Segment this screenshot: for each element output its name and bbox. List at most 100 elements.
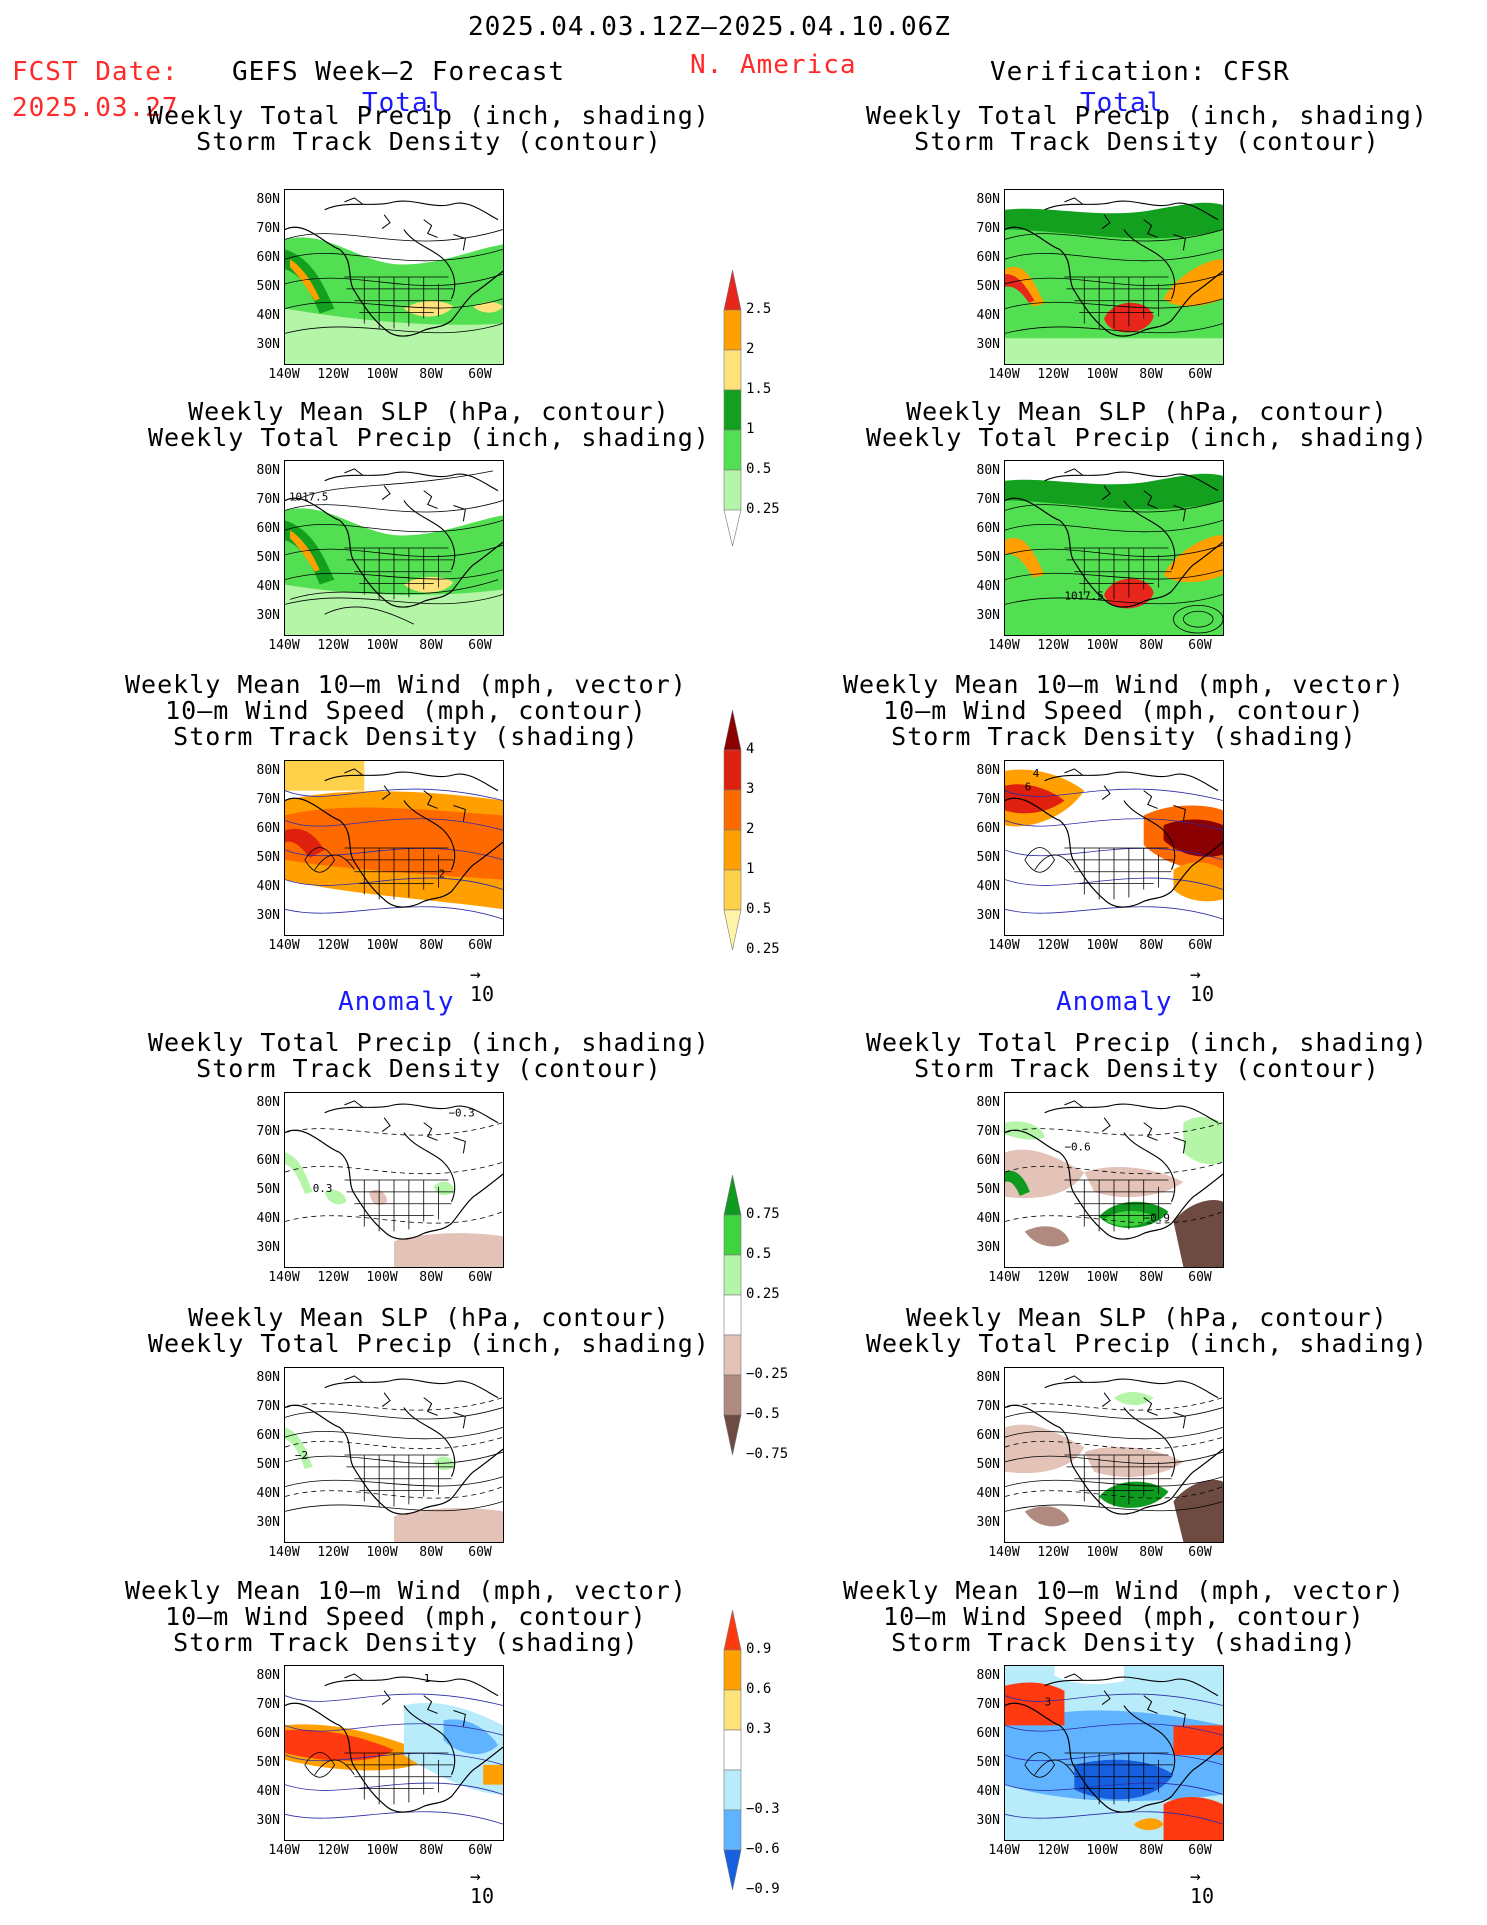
colorbar-swatch	[723, 909, 742, 951]
lat-tick-label: 40N	[256, 308, 280, 323]
vector-ref-label: 10	[470, 982, 495, 1006]
lat-tick-label: 40N	[976, 879, 1000, 894]
anom-precip-label-right-a: −0.6	[1064, 1140, 1090, 1153]
lon-tick-label: 80W	[1139, 1843, 1163, 1858]
lat-tick-label: 40N	[976, 1211, 1000, 1226]
vector-ref-label: 10	[470, 1884, 495, 1908]
lon-tick-label: 80W	[1139, 1545, 1163, 1560]
map-total-precip-storm-right	[1004, 189, 1224, 365]
lon-tick-label: 60W	[468, 1270, 492, 1285]
lon-tick-label: 80W	[419, 1843, 443, 1858]
lat-tick-label: 50N	[976, 850, 1000, 865]
colorbar-swatch	[723, 1649, 742, 1691]
lat-tick-label: 70N	[976, 221, 1000, 236]
lon-tick-label: 140W	[268, 367, 300, 382]
title-line: Storm Track Density (shading)	[891, 722, 1357, 751]
lon-tick-label: 80W	[1139, 638, 1163, 653]
colorbar-label: 1	[746, 421, 755, 437]
lon-tick-label: 120W	[317, 1545, 349, 1560]
title-slp-precip-total-left: Weekly Mean SLP (hPa, contour) Weekly To…	[148, 399, 710, 451]
title-line: Weekly Mean SLP (hPa, contour)	[188, 397, 670, 426]
map-anom-precip-storm-right: −0.6 −0.9	[1004, 1092, 1224, 1268]
lat-tick-label: 50N	[256, 1457, 280, 1472]
map-total-wind-storm-right: 4 6	[1004, 760, 1224, 936]
slp-label-right: 1017.5	[1064, 589, 1103, 602]
lat-tick-label: 80N	[256, 763, 280, 778]
title-line: Weekly Mean 10–m Wind (mph, vector)	[843, 670, 1405, 699]
lon-tick-label: 60W	[468, 638, 492, 653]
lat-tick-label: 60N	[976, 821, 1000, 836]
anom-wind-label-right: 3	[1045, 1696, 1052, 1709]
colorbar-swatch	[723, 1689, 742, 1731]
lon-tick-label: 60W	[468, 1545, 492, 1560]
colorbar-label: −0.3	[746, 1801, 780, 1817]
lon-tick-label: 100W	[1086, 1545, 1118, 1560]
lon-tick-label: 120W	[317, 1270, 349, 1285]
lon-tick-label: 120W	[1037, 367, 1069, 382]
lat-tick-label: 30N	[256, 1813, 280, 1828]
title-line: Weekly Total Precip (inch, shading)	[866, 1329, 1428, 1358]
title-line: Weekly Total Precip (inch, shading)	[148, 1329, 710, 1358]
lat-tick-label: 70N	[256, 221, 280, 236]
map-total-wind-storm-left: 2	[284, 760, 504, 936]
lat-tick-label: 40N	[256, 1211, 280, 1226]
title-line: Weekly Total Precip (inch, shading)	[866, 423, 1428, 452]
vector-ref-label: 10	[1190, 1884, 1215, 1908]
lat-tick-label: 70N	[256, 1124, 280, 1139]
lat-tick-label: 60N	[976, 1726, 1000, 1741]
colorbar-label: −0.5	[746, 1406, 780, 1422]
title-line: Storm Track Density (contour)	[196, 127, 662, 156]
lon-tick-label: 80W	[419, 638, 443, 653]
lon-tick-label: 100W	[1086, 638, 1118, 653]
lat-tick-label: 80N	[976, 1668, 1000, 1683]
colorbar-swatch	[723, 1729, 742, 1771]
lat-tick-label: 80N	[976, 192, 1000, 207]
colorbar-swatch	[723, 1609, 742, 1651]
lat-tick-label: 50N	[256, 1755, 280, 1770]
colorbar-graphic	[723, 269, 742, 547]
lat-tick-label: 70N	[976, 792, 1000, 807]
title-line: Storm Track Density (shading)	[891, 1628, 1357, 1657]
lon-tick-label: 100W	[366, 638, 398, 653]
verification-title: Verification: CFSR	[990, 57, 1290, 87]
lat-tick-label: 70N	[976, 1399, 1000, 1414]
title-line: Weekly Mean 10–m Wind (mph, vector)	[125, 1576, 687, 1605]
colorbar-label: 0.75	[746, 1206, 780, 1222]
lat-tick-label: 30N	[976, 1240, 1000, 1255]
colorbar-label: 0.6	[746, 1681, 772, 1697]
colorbar-swatch	[723, 1334, 742, 1376]
colorbar-swatch	[723, 1374, 742, 1416]
lat-tick-label: 50N	[256, 1182, 280, 1197]
map-anom-precip-storm-left: −0.3 0.3	[284, 1092, 504, 1268]
lat-tick-label: 30N	[976, 908, 1000, 923]
lon-tick-label: 60W	[1188, 1545, 1212, 1560]
lat-tick-label: 60N	[256, 521, 280, 536]
title-line: Storm Track Density (contour)	[196, 1054, 662, 1083]
lat-tick-label: 50N	[976, 550, 1000, 565]
lat-tick-label: 70N	[976, 1124, 1000, 1139]
vector-ref-total-left: → 10	[470, 966, 495, 1007]
lon-tick-label: 60W	[468, 1843, 492, 1858]
title-line: Weekly Total Precip (inch, shading)	[148, 423, 710, 452]
colorbar-label: 1	[746, 861, 755, 877]
colorbar-label: 0.5	[746, 1246, 772, 1262]
title-slp-precip-total-right: Weekly Mean SLP (hPa, contour) Weekly To…	[866, 399, 1428, 451]
colorbar-swatch	[723, 1174, 742, 1216]
anom-precip-label-left-b: 0.3	[313, 1182, 333, 1195]
colorbar-swatch	[723, 1254, 742, 1296]
title-slp-precip-anom-left: Weekly Mean SLP (hPa, contour) Weekly To…	[148, 1305, 710, 1357]
colorbar-label: 0.25	[746, 1286, 780, 1302]
lat-tick-label: 60N	[256, 1153, 280, 1168]
lat-tick-label: 50N	[256, 850, 280, 865]
lon-tick-label: 80W	[419, 1545, 443, 1560]
colorbar-label: 0.5	[746, 901, 772, 917]
colorbar-swatch	[723, 349, 742, 391]
lon-tick-label: 140W	[988, 638, 1020, 653]
colorbar-label: −0.25	[746, 1366, 789, 1382]
lat-tick-label: 80N	[256, 1095, 280, 1110]
title-line: Storm Track Density (shading)	[173, 1628, 639, 1657]
lat-tick-label: 40N	[976, 308, 1000, 323]
fcst-date: 2025.03.27	[12, 93, 179, 123]
colorbar-label: −0.9	[746, 1881, 780, 1897]
title-slp-precip-anom-right: Weekly Mean SLP (hPa, contour) Weekly To…	[866, 1305, 1428, 1357]
